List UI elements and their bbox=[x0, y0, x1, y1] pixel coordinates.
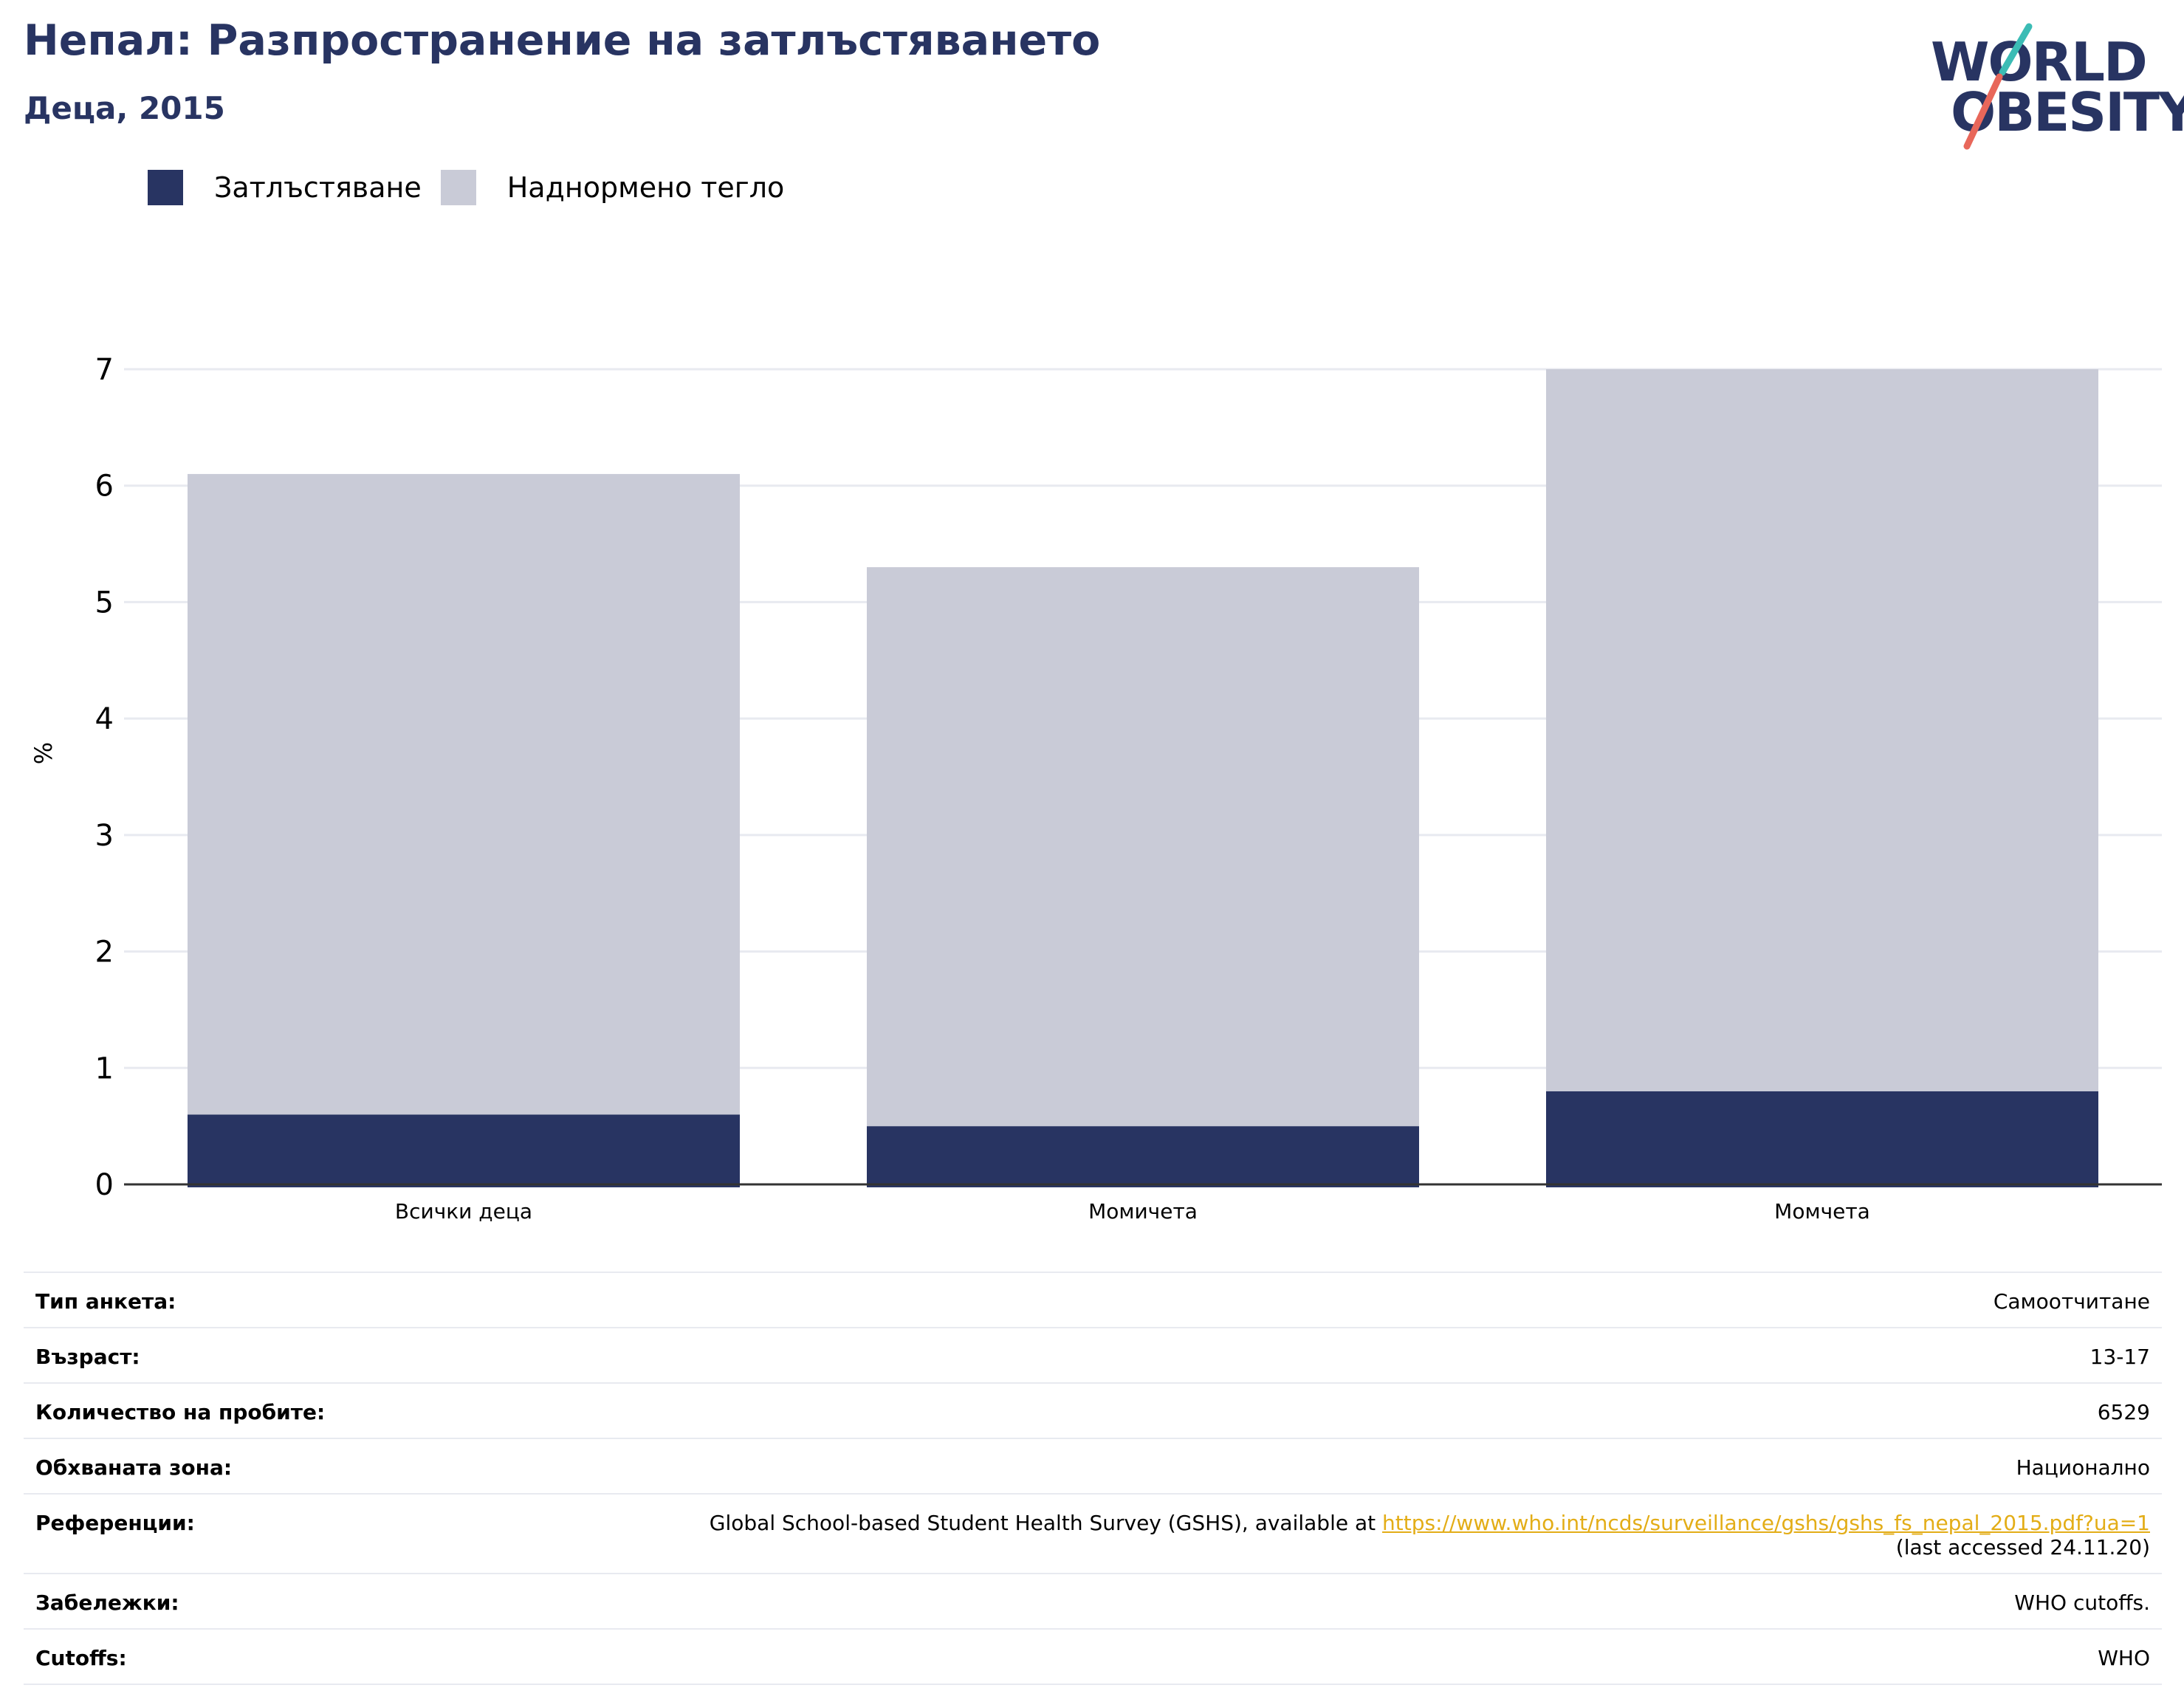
info-label: Референции: bbox=[35, 1511, 195, 1535]
info-label: Cutoffs: bbox=[35, 1646, 127, 1670]
info-value: Национално bbox=[2016, 1455, 2150, 1480]
y-tick-label: 4 bbox=[95, 702, 114, 736]
legend-label-obesity: Затлъстяване bbox=[214, 171, 422, 204]
info-value: 6529 bbox=[2097, 1400, 2150, 1424]
info-row-cutoffs: Cutoffs: WHO bbox=[24, 1630, 2162, 1685]
bar-overweight bbox=[867, 567, 1419, 1127]
info-value: Самоотчитане bbox=[1993, 1289, 2150, 1314]
x-axis-labels: Всички деца Момичета Момчета bbox=[395, 1199, 1870, 1224]
logo-slash-icon bbox=[1963, 23, 2033, 150]
y-tick-label: 6 bbox=[95, 470, 114, 504]
info-row-age: Възраст: 13-17 bbox=[24, 1328, 2162, 1384]
y-axis-label: % bbox=[30, 742, 58, 764]
page-subtitle: Деца, 2015 bbox=[24, 90, 225, 126]
page-title: Непал: Разпространение на затлъстяването bbox=[24, 16, 1101, 65]
info-label: Обхваната зона: bbox=[35, 1455, 233, 1480]
legend-item-obesity: Затлъстяване bbox=[148, 170, 422, 205]
legend-swatch-overweight bbox=[440, 170, 476, 205]
legend-label-overweight: Наднормено тегло bbox=[506, 171, 785, 204]
legend-item-overweight: Наднормено тегло bbox=[440, 170, 785, 205]
y-tick-label: 2 bbox=[95, 936, 114, 970]
info-label: Тип анкета: bbox=[35, 1289, 176, 1314]
info-row-area: Обхваната зона: Национално bbox=[24, 1439, 2162, 1495]
y-tick-label: 1 bbox=[95, 1051, 114, 1085]
reference-link[interactable]: https://www.who.int/ncds/surveillance/gs… bbox=[1382, 1511, 2150, 1535]
world-obesity-logo: WORLD OBESITY bbox=[1920, 21, 2184, 154]
legend-swatch-obesity bbox=[148, 170, 183, 205]
bar-obesity bbox=[188, 1114, 740, 1187]
reference-text: Global School-based Student Health Surve… bbox=[709, 1511, 1376, 1535]
logo-word-world: WORLD bbox=[1931, 31, 2148, 93]
info-value: WHO bbox=[2098, 1646, 2150, 1670]
x-tick-label: Всички деца bbox=[395, 1199, 532, 1224]
info-row-references: Референции: Global School-based Student … bbox=[24, 1495, 2162, 1574]
info-value-references: Global School-based Student Health Surve… bbox=[710, 1511, 2150, 1559]
y-tick-label: 5 bbox=[95, 586, 114, 620]
info-row-notes: Забележки: WHO cutoffs. bbox=[24, 1574, 2162, 1630]
bar-overweight bbox=[188, 473, 740, 1115]
info-value: 13-17 bbox=[2089, 1345, 2150, 1369]
y-axis-ticks: 0 1 2 3 4 5 6 7 bbox=[95, 353, 114, 1202]
bar-overweight bbox=[1546, 369, 2098, 1091]
bar-chart: 0 1 2 3 4 5 6 7 Всички деца Момичета Момчета % bbox=[30, 353, 2162, 1224]
info-label: Забележки: bbox=[35, 1591, 179, 1615]
info-value: WHO cutoffs. bbox=[2014, 1591, 2150, 1615]
info-row-sample-size: Количество на пробите: 6529 bbox=[24, 1384, 2162, 1439]
info-label: Количество на пробите: bbox=[35, 1400, 326, 1424]
x-tick-label: Момичета bbox=[1088, 1199, 1198, 1224]
info-label: Възраст: bbox=[35, 1345, 140, 1369]
bar-obesity bbox=[867, 1126, 1419, 1187]
x-tick-label: Момчета bbox=[1774, 1199, 1870, 1224]
chart-legend: Затлъстяване Наднормено тегло bbox=[148, 170, 803, 205]
y-tick-label: 0 bbox=[95, 1168, 114, 1202]
info-table: Тип анкета: Самоотчитане Възраст: 13-17 … bbox=[24, 1272, 2162, 1685]
y-tick-label: 3 bbox=[95, 819, 114, 853]
chart-bars bbox=[188, 369, 2098, 1187]
bar-obesity bbox=[1546, 1091, 2098, 1187]
info-row-survey-type: Тип анкета: Самоотчитане bbox=[24, 1273, 2162, 1328]
y-tick-label: 7 bbox=[95, 353, 114, 387]
reference-accessed: (last accessed 24.11.20) bbox=[1895, 1535, 2150, 1559]
